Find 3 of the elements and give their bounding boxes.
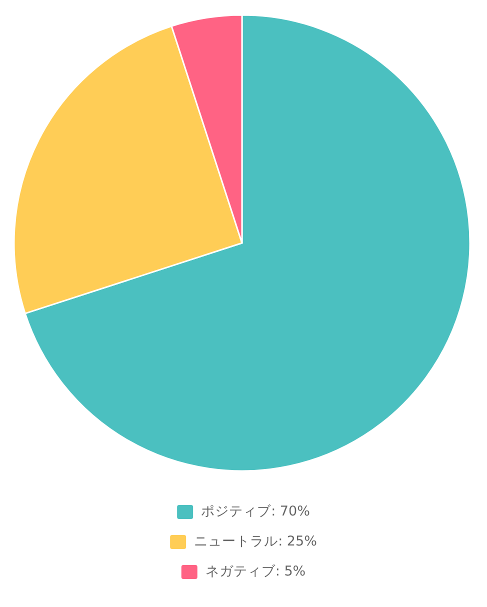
legend-label: ニュートラル: 25%: [194, 534, 318, 550]
legend-label: ネガティブ: 5%: [205, 564, 306, 580]
legend-label: ポジティブ: 70%: [201, 504, 310, 520]
